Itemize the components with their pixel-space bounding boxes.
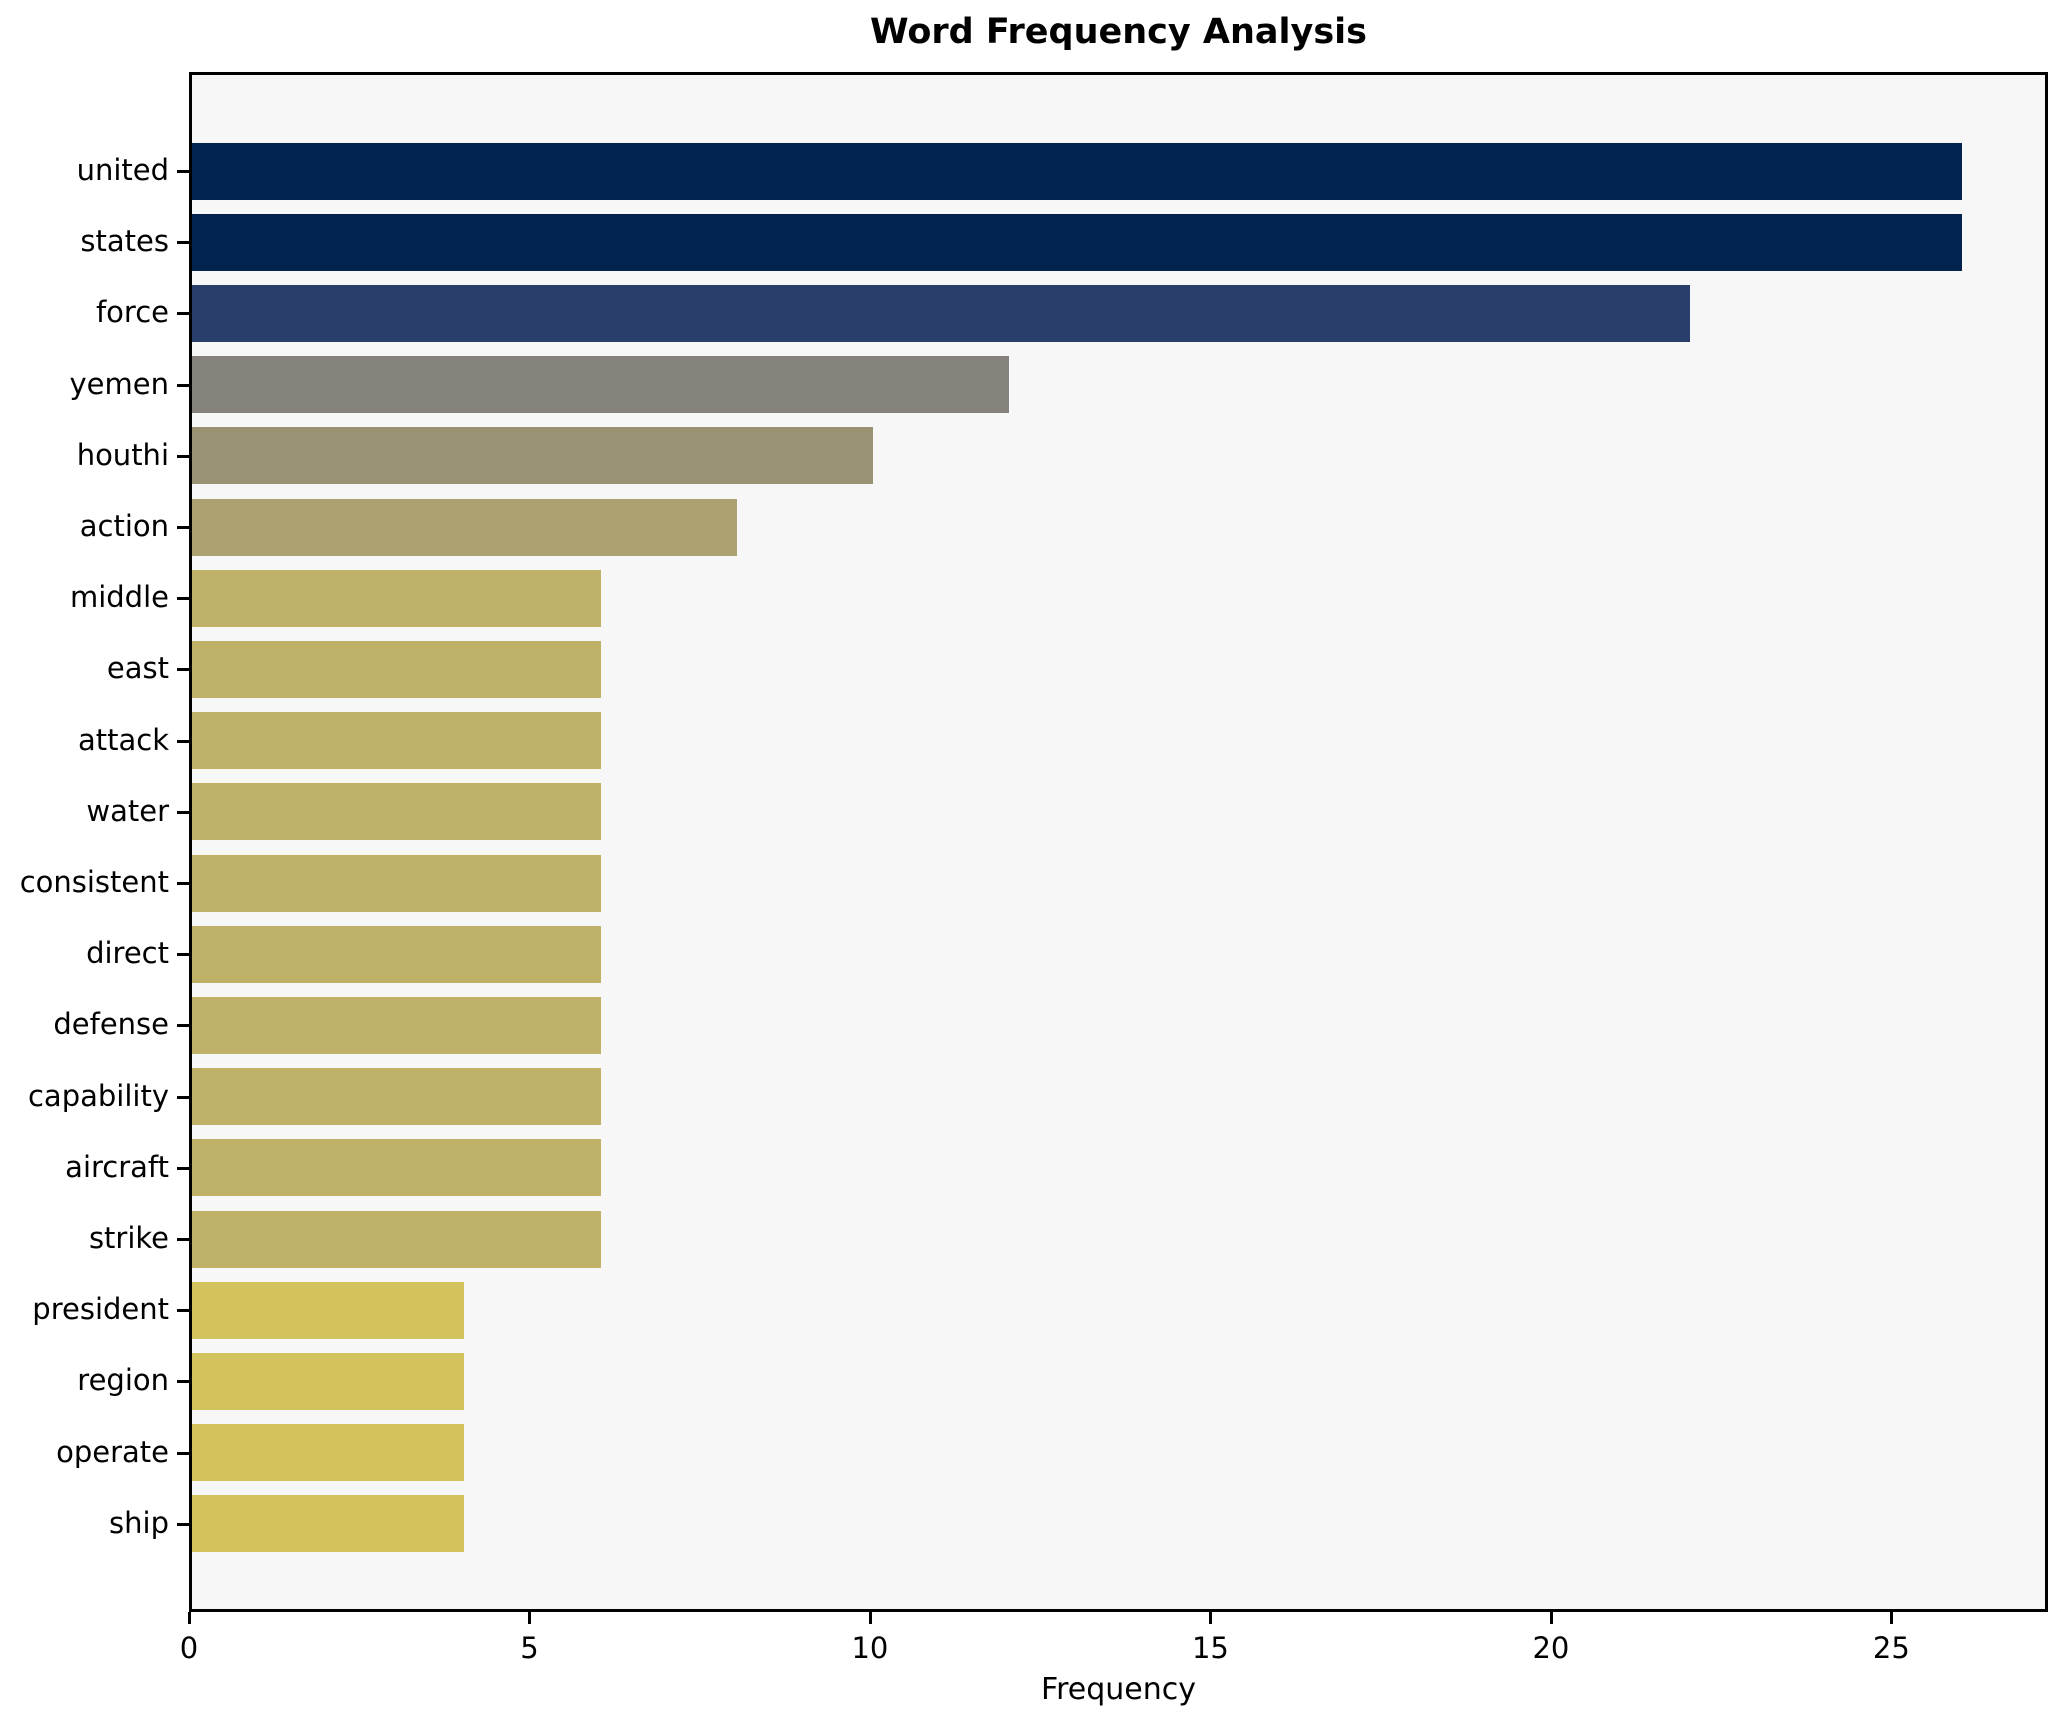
ytick-mark-east <box>177 668 189 672</box>
bar-capability <box>192 1068 601 1126</box>
bar-consistent <box>192 854 601 912</box>
bar-attack <box>192 712 601 770</box>
bar-strike <box>192 1210 601 1268</box>
ytick-label-aircraft: aircraft <box>65 1149 169 1184</box>
ytick-mark-operate <box>177 1451 189 1455</box>
bar-yemen <box>192 356 1009 414</box>
ytick-label-middle: middle <box>69 580 169 615</box>
bar-houthi <box>192 427 873 485</box>
ytick-label-strike: strike <box>88 1221 169 1255</box>
ytick-mark-capability <box>177 1095 189 1099</box>
ytick-mark-aircraft <box>177 1166 189 1170</box>
xtick-label-5: 5 <box>520 1631 539 1665</box>
bar-east <box>192 640 601 698</box>
chart-title: Word Frequency Analysis <box>869 12 1368 52</box>
ytick-mark-president <box>177 1309 189 1313</box>
ytick-mark-force <box>177 312 189 316</box>
ytick-mark-water <box>177 810 189 814</box>
ytick-label-water: water <box>86 793 169 828</box>
ytick-label-capability: capability <box>27 1078 169 1113</box>
xtick-mark-20 <box>1549 1612 1553 1624</box>
ytick-label-yemen: yemen <box>69 366 169 401</box>
ytick-label-defense: defense <box>53 1007 169 1042</box>
ytick-mark-action <box>177 526 189 529</box>
bar-action <box>192 498 737 556</box>
ytick-label-attack: attack <box>77 722 169 757</box>
bar-water <box>192 783 601 841</box>
ytick-label-direct: direct <box>86 936 169 971</box>
bar-region <box>192 1352 464 1410</box>
ytick-mark-united <box>177 170 189 173</box>
xtick-mark-25 <box>1890 1612 1894 1624</box>
xtick-label-0: 0 <box>179 1631 199 1665</box>
xtick-mark-10 <box>868 1612 872 1624</box>
xtick-label-25: 25 <box>1872 1631 1910 1665</box>
bar-aircraft <box>192 1139 601 1197</box>
bar-united <box>192 142 1962 200</box>
ytick-label-consistent: consistent <box>19 865 169 899</box>
ytick-mark-consistent <box>177 882 189 885</box>
xtick-label-15: 15 <box>1191 1631 1229 1665</box>
xtick-label-10: 10 <box>851 1631 889 1665</box>
ytick-label-states: states <box>80 224 169 259</box>
bar-states <box>192 213 1962 271</box>
ytick-label-region: region <box>77 1363 169 1398</box>
ytick-mark-strike <box>177 1238 189 1241</box>
plot-area <box>189 72 2048 1612</box>
ytick-label-united: united <box>76 153 169 187</box>
ytick-mark-states <box>177 241 189 245</box>
ytick-mark-ship <box>177 1522 189 1526</box>
bar-ship <box>192 1495 464 1553</box>
ytick-mark-yemen <box>177 383 189 387</box>
bar-force <box>192 284 1690 342</box>
ytick-label-operate: operate <box>56 1434 169 1469</box>
xtick-mark-0 <box>188 1612 191 1624</box>
bar-operate <box>192 1424 464 1482</box>
ytick-mark-attack <box>177 739 189 743</box>
ytick-mark-direct <box>177 953 189 957</box>
xtick-mark-15 <box>1209 1612 1213 1624</box>
xtick-mark-5 <box>528 1612 532 1624</box>
ytick-label-president: president <box>32 1292 169 1327</box>
ytick-mark-middle <box>177 597 189 601</box>
ytick-mark-region <box>177 1380 189 1384</box>
ytick-mark-defense <box>177 1024 189 1028</box>
bar-defense <box>192 996 601 1054</box>
ytick-label-ship: ship <box>109 1505 169 1540</box>
bar-direct <box>192 925 601 983</box>
bar-president <box>192 1281 464 1339</box>
x-axis-label: Frequency <box>1041 1672 1196 1707</box>
ytick-label-force: force <box>95 295 169 330</box>
ytick-mark-houthi <box>177 454 189 458</box>
ytick-label-east: east <box>106 651 169 686</box>
ytick-label-houthi: houthi <box>76 437 169 472</box>
bar-middle <box>192 569 601 627</box>
xtick-label-20: 20 <box>1532 1631 1570 1665</box>
ytick-label-action: action <box>79 509 169 543</box>
